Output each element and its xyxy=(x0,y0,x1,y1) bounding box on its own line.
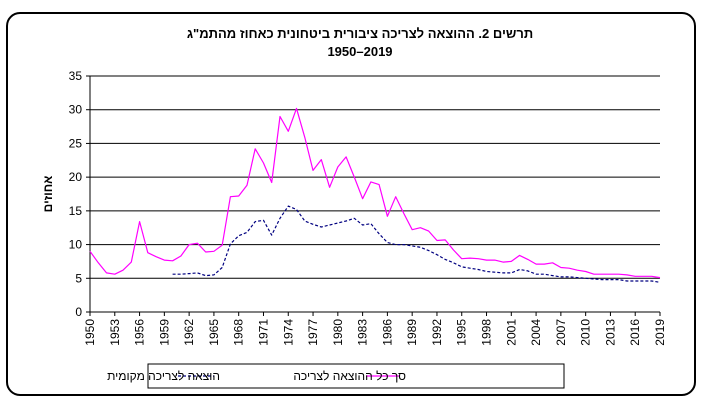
chart-title: תרשים 2. ההוצאה לצריכה ציבורית ביטחונית … xyxy=(187,26,533,41)
x-tick-label-1989: 1989 xyxy=(405,319,419,346)
y-tick-label-15: 15 xyxy=(69,204,83,218)
x-tick-label-1968: 1968 xyxy=(232,319,246,346)
y-tick-label-5: 5 xyxy=(75,271,82,285)
y-tick-label-10: 10 xyxy=(69,238,83,252)
x-tick-label-1992: 1992 xyxy=(430,319,444,346)
x-tick-label-1956: 1956 xyxy=(133,319,147,346)
x-tick-label-1971: 1971 xyxy=(256,319,270,346)
x-tick-label-1950: 1950 xyxy=(83,319,97,346)
x-tick-label-2013: 2013 xyxy=(603,319,617,346)
x-tick-label-1965: 1965 xyxy=(207,319,221,346)
x-tick-label-2010: 2010 xyxy=(579,319,593,346)
x-tick-label-2004: 2004 xyxy=(529,319,543,346)
axes xyxy=(86,75,661,316)
x-tick-label-1998: 1998 xyxy=(480,319,494,346)
x-tick-label-2007: 2007 xyxy=(554,319,568,346)
legend: סך כל ההוצאה לצריכה הוצאה לצריכה מקומית xyxy=(107,363,565,389)
x-tick-label-1959: 1959 xyxy=(157,319,171,346)
gridlines xyxy=(90,75,660,279)
chart-subtitle: 1950–2019 xyxy=(327,44,392,59)
y-tick-labels: 0 5 10 15 20 25 30 35 xyxy=(69,69,83,319)
series-lines xyxy=(89,107,661,283)
x-tick-label-2016: 2016 xyxy=(628,319,642,346)
y-tick-label-25: 25 xyxy=(69,136,83,150)
x-tick-label-2019: 2019 xyxy=(653,319,667,346)
y-tick-label-30: 30 xyxy=(69,103,83,117)
x-tick-label-1980: 1980 xyxy=(331,319,345,346)
y-tick-label-20: 20 xyxy=(69,170,83,184)
x-tick-label-1977: 1977 xyxy=(306,319,320,346)
y-axis-label: אחוזים xyxy=(41,176,55,213)
y-tick-label-0: 0 xyxy=(75,305,82,319)
x-tick-label-2001: 2001 xyxy=(504,319,518,346)
x-tick-label-1995: 1995 xyxy=(455,319,469,346)
x-tick-label-1974: 1974 xyxy=(281,319,295,346)
legend-box xyxy=(147,363,565,389)
x-tick-label-1962: 1962 xyxy=(182,319,196,346)
x-tick-label-1953: 1953 xyxy=(108,319,122,346)
x-tick-label-1986: 1986 xyxy=(380,319,394,346)
series-line-total-consumption xyxy=(89,107,661,279)
legend-label-total: סך כל ההוצאה לצריכה xyxy=(293,369,406,383)
x-tick-label-1983: 1983 xyxy=(356,319,370,346)
legend-label-local: הוצאה לצריכה מקומית xyxy=(107,369,220,383)
y-tick-label-35: 35 xyxy=(69,69,83,83)
x-tick-labels: 1950 1953 1956 1959 1962 1965 1968 1971 1974 1977… xyxy=(83,319,667,346)
